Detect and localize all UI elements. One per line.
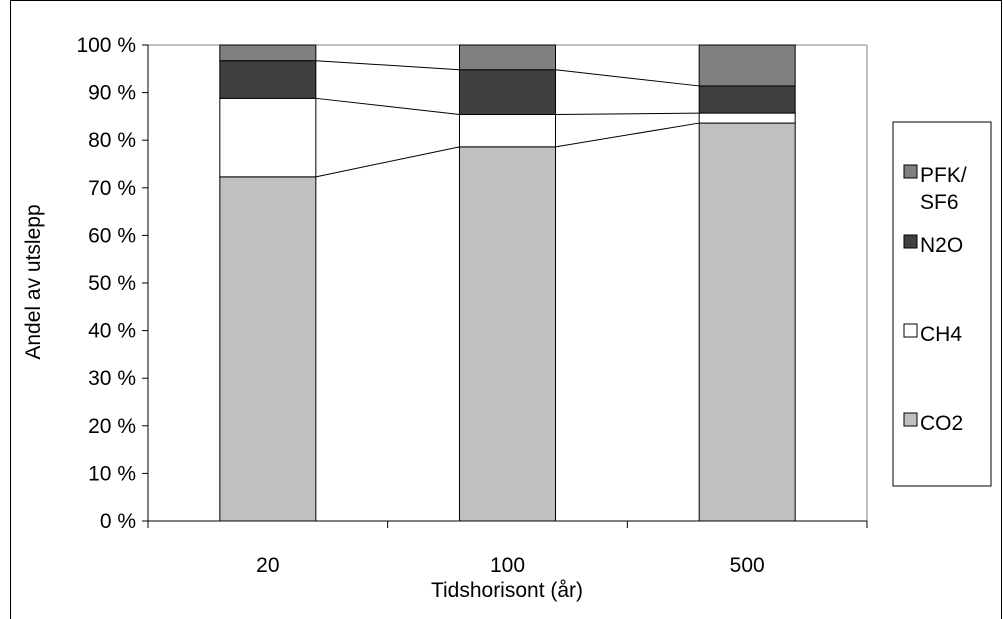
- y-tick-label: 10 %: [88, 462, 136, 485]
- y-tick-label: 60 %: [88, 224, 136, 247]
- y-tick-label: 50 %: [88, 272, 136, 295]
- legend-label: N2O: [920, 234, 963, 257]
- legend-swatch: [903, 412, 918, 427]
- y-tick-label: 70 %: [88, 177, 136, 200]
- bar-co2-500: [698, 122, 796, 522]
- legend: PFK/SF6 N2O CH4 CO2: [892, 121, 992, 487]
- bar-co2-100: [459, 146, 556, 522]
- series-line-0-0: [315, 146, 460, 178]
- series-line-1-1: [555, 112, 700, 115]
- bar-pfk-sf6-20: [219, 44, 317, 62]
- bar-co2-20: [219, 176, 317, 522]
- y-tick-label: 40 %: [88, 320, 136, 343]
- x-axis-title: Tidshorisont (år): [431, 579, 583, 602]
- y-tick-label: 30 %: [88, 367, 136, 390]
- bar-n2o-100: [459, 69, 556, 115]
- x-tick-label: 100: [490, 554, 525, 577]
- chart-frame: [10, 0, 1002, 619]
- series-lines-group: [315, 60, 700, 178]
- bar-pfk-sf6-500: [698, 44, 796, 87]
- y-tick-label: 100 %: [76, 34, 136, 57]
- bars-group: [219, 44, 796, 522]
- axes-group: 0 % 10 % 20 % 30 % 40 % 50 % 60 % 70 % 80 % 90 % 1…: [76, 34, 868, 577]
- bar-ch4-20: [219, 97, 317, 178]
- x-tick-label: 20: [256, 554, 279, 577]
- y-tick-label: 20 %: [88, 415, 136, 438]
- bar-ch4-100: [459, 113, 556, 148]
- legend-label: CO2: [920, 412, 963, 435]
- bar-pfk-sf6-100: [459, 44, 556, 71]
- series-line-1-0: [315, 97, 460, 115]
- legend-label: SF6: [920, 191, 959, 214]
- series-line-2-0: [315, 60, 460, 71]
- bar-n2o-500: [698, 85, 796, 114]
- y-tick-label: 80 %: [88, 129, 136, 152]
- x-tick-label: 500: [730, 554, 765, 577]
- y-tick-label: 0 %: [100, 510, 136, 533]
- legend-swatch: [903, 323, 918, 338]
- y-tick-label: 90 %: [88, 82, 136, 105]
- legend-swatch: [903, 234, 918, 249]
- series-line-2-1: [555, 69, 700, 87]
- series-line-0-1: [555, 122, 700, 148]
- y-axis-title: Andel av utslepp: [22, 204, 45, 359]
- legend-label: CH4: [920, 323, 962, 346]
- bar-n2o-20: [219, 60, 317, 99]
- bar-ch4-500: [698, 112, 796, 124]
- legend-swatch: [903, 164, 918, 179]
- legend-label: PFK/: [920, 164, 967, 187]
